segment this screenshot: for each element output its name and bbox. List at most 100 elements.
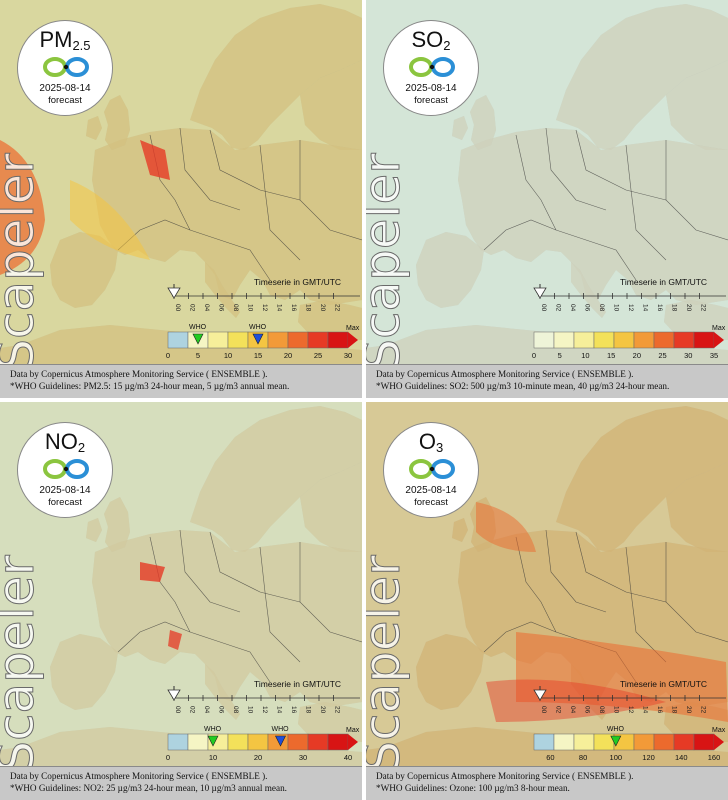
color-scale-legend: 00 02 04 06 08 10 12 14 16 18 20 22 Max WHO WHO 0 10 20 30… (166, 686, 360, 762)
scale-label: 30 (344, 351, 352, 360)
max-label: Max (712, 727, 726, 734)
pollutant-name: O (418, 429, 436, 454)
land-scandinavia (190, 406, 362, 552)
scale-label: 15 (254, 351, 262, 360)
scale-swatch (533, 331, 555, 349)
border-line (555, 229, 637, 281)
scale-swatch (673, 733, 695, 751)
scale-label: 30 (684, 351, 692, 360)
scale-label: 5 (196, 351, 200, 360)
pollutant-badge: SO2 2025-08-14 forecast (383, 20, 479, 116)
timeserie-label: Timeserie in GMT/UTC (254, 277, 342, 287)
scale-label: 0 (532, 351, 536, 360)
hour-label: 06 (218, 706, 225, 714)
forecast-date: 2025-08-14 (405, 83, 457, 94)
land-uk (104, 95, 130, 150)
border-line (259, 546, 301, 663)
scale-swatch (633, 733, 655, 751)
hour-label: 08 (232, 304, 239, 312)
current-hour-marker (533, 689, 547, 701)
pollutant-subscript: 3 (435, 440, 444, 455)
who-guidelines-line: *WHO Guidelines: Ozone: 100 µg/m3 8-hour… (376, 783, 570, 793)
border-line (665, 140, 728, 241)
land-ireland (86, 518, 102, 542)
current-hour-marker (533, 287, 547, 299)
scale-swatch (287, 331, 309, 349)
pollutant-subscript: 2 (443, 38, 451, 53)
land-uk (104, 497, 130, 552)
who-label: WHO (249, 324, 267, 331)
land-turkey (664, 300, 728, 340)
source-line: Data by Copernicus Atmosphere Monitoring… (10, 771, 268, 781)
land-uk (470, 95, 496, 150)
scale-label: 10 (209, 753, 217, 762)
color-scale-legend: 00 02 04 06 08 10 12 14 16 18 20 22 Max WHO WHO 0 5 10 15 2… (166, 284, 360, 360)
scale-swatch (653, 331, 675, 349)
scale-max-arrow (714, 332, 724, 348)
source-line: Data by Copernicus Atmosphere Monitoring… (376, 369, 634, 379)
timeserie-label: Timeserie in GMT/UTC (254, 679, 342, 689)
scale-label: 35 (710, 351, 718, 360)
pollutant-badge: PM2.5 2025-08-14 forecast (17, 20, 113, 116)
hour-label: 18 (671, 304, 678, 312)
source-line: Data by Copernicus Atmosphere Monitoring… (376, 771, 634, 781)
border-line (209, 531, 301, 603)
scale-label: 20 (633, 351, 641, 360)
pollutant-title: PM2.5 (18, 28, 112, 58)
hour-label: 02 (189, 304, 196, 312)
scale-label: 20 (284, 351, 292, 360)
pollutant-name: SO (411, 27, 444, 52)
land-iberia (416, 232, 484, 308)
hour-label: 06 (584, 706, 591, 714)
pollution-plume (0, 140, 45, 275)
land-ireland (452, 518, 468, 542)
hour-label: 08 (232, 706, 239, 714)
hour-label: 14 (642, 304, 649, 312)
hour-label: 22 (700, 706, 707, 714)
pollution-plume (140, 140, 170, 180)
scale-label: 100 (610, 753, 623, 762)
scale-swatch (307, 733, 329, 751)
scale-label: 120 (642, 753, 655, 762)
scale-swatch (327, 331, 349, 349)
border-line (483, 219, 557, 251)
pollutant-title: SO2 (384, 28, 478, 58)
land-scandinavia (556, 406, 728, 552)
map (0, 402, 362, 766)
hour-label: 20 (685, 304, 692, 312)
scale-swatch (593, 331, 615, 349)
land-scandinavia (556, 4, 728, 150)
pollutant-title: O3 (384, 430, 478, 460)
watermark: Scapeler (0, 153, 46, 372)
max-label: Max (346, 325, 360, 332)
border-line (575, 129, 667, 201)
watermark: Scapeler (0, 555, 46, 774)
land-iberia (50, 634, 118, 710)
scale-label: 40 (344, 753, 352, 762)
scale-label: 80 (579, 753, 587, 762)
land-italy (205, 664, 240, 720)
land-iberia (50, 232, 118, 308)
pollutant-name: NO (44, 429, 78, 454)
panel-o3: Scapeler O3 2025-08-14 forecast Timeserie … (366, 402, 728, 800)
hour-label: 02 (555, 304, 562, 312)
pollutant-title: NO2 (18, 430, 112, 460)
land-iberia (416, 634, 484, 710)
hour-label: 06 (584, 304, 591, 312)
max-label: Max (712, 325, 726, 332)
hour-label: 16 (656, 304, 663, 312)
hour-label: 08 (598, 304, 605, 312)
hour-label: 04 (569, 706, 576, 714)
hour-label: 14 (276, 304, 283, 312)
scale-swatch (573, 331, 595, 349)
border-line (179, 529, 241, 613)
panel-no2: Scapeler NO2 2025-08-14 forecast Timeserie… (0, 402, 362, 800)
scale-swatch (167, 733, 189, 751)
hour-label: 12 (261, 706, 268, 714)
infinity-logo-icon (409, 57, 455, 77)
watermark: Scapeler (366, 153, 412, 372)
border-line (515, 134, 557, 231)
scale-swatch (227, 331, 249, 349)
hour-label: 10 (247, 304, 254, 312)
timeserie-label: Timeserie in GMT/UTC (620, 277, 708, 287)
